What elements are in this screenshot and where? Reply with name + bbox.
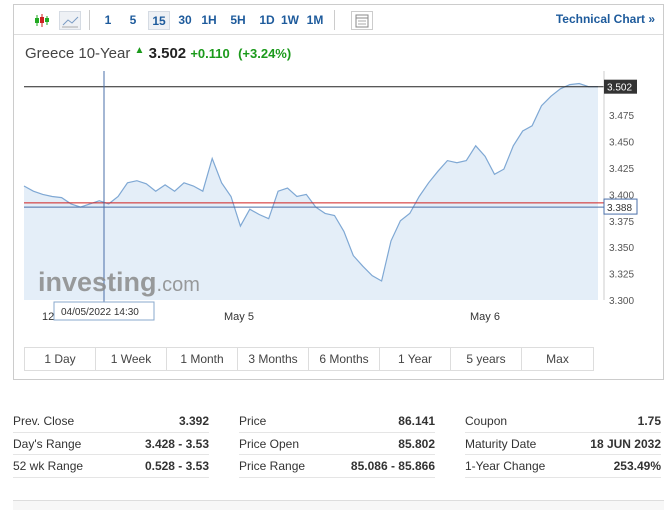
x-tick-label: May 5 [224,311,254,323]
stat-row: 1-Year Change 253.49% [465,455,661,478]
stat-value: 3.428 - 3.53 [144,436,209,451]
crosshair-date-label: 04/05/2022 14:30 [61,307,139,318]
technical-chart-link[interactable]: Technical Chart » [555,12,655,26]
current-price-tag [604,79,637,94]
stat-value: 85.086 - 85.866 [350,459,435,473]
stat-value: 0.528 - 3.53 [144,459,209,473]
stat-value: 1.75 [637,414,661,428]
interval-1M[interactable]: 1M [306,13,324,27]
y-tick-label: 3.325 [609,270,634,281]
x-tick-label: May 6 [470,311,500,323]
crosshair-value-tag [603,198,638,215]
stat-value: 86.141 [398,414,435,428]
line-chart-button[interactable] [59,11,81,30]
range-1-day[interactable]: 1 Day [25,348,96,370]
stat-label: 52 wk Range [13,459,84,473]
stat-value: 3.392 [178,414,209,428]
footer-bar [13,500,664,510]
stat-label: Price Range [239,459,306,473]
table-icon [355,14,369,28]
interval-1D[interactable]: 1D [259,13,275,27]
range-6-months[interactable]: 6 Months [309,348,380,370]
y-tick-label: 3.400 [609,190,634,201]
range-1-month[interactable]: 1 Month [167,348,238,370]
y-tick-label: 3.350 [609,243,634,254]
x-tick-label: 12 [42,311,54,323]
price-chart[interactable]: 3.300 3.325 3.350 3.375 3.400 3.425 3.450 3.475… [14,5,665,335]
y-tick-label: 3.425 [609,164,634,175]
candlestick-icon [35,14,49,27]
interval-1W[interactable]: 1W [281,13,299,27]
last-price: 3.502 [148,45,187,62]
stat-row: Price Open 85.802 [239,433,435,455]
y-tick-label: 3.475 [609,111,634,122]
candlestick-chart-button[interactable] [32,11,52,30]
stat-row: Maturity Date 18 JUN 2032 [465,433,661,455]
range-3-months[interactable]: 3 Months [238,348,309,370]
stat-value: 18 JUN 2032 [590,436,661,451]
stat-row: Price Range 85.086 - 85.866 [239,455,435,478]
price-line [23,82,598,282]
stat-row: Price 86.141 [239,410,435,433]
quote-header: Greece 10-Year ▲ 3.502 +0.110 (+3.24%) [25,45,291,62]
interval-5H[interactable]: 5H [230,13,246,27]
stat-row: Day's Range 3.428 - 3.53 [13,433,209,455]
watermark-logo: investing.com [38,267,200,297]
current-price-label: 3.502 [607,83,632,94]
interval-30[interactable]: 30 [178,13,192,27]
stat-row: Coupon 1.75 [465,410,661,433]
crosshair-value-label: 3.388 [607,203,632,214]
stat-label: 1-Year Change [465,459,546,473]
stats-column: Prev. Close 3.392 Day's Range 3.428 - 3.53 5… [13,410,209,478]
interval-15[interactable]: 15 [148,11,170,30]
instrument-name: Greece 10-Year [25,45,131,62]
price-change: +0.110 [190,46,230,61]
y-tick-label: 3.450 [609,138,634,149]
up-arrow-icon: ▲ [134,45,145,56]
interval-5[interactable]: 5 [129,13,137,27]
interval-1[interactable]: 1 [104,13,112,27]
stats-column: Coupon 1.75 Maturity Date 18 JUN 2032 1-Year… [465,410,661,478]
area-fill [24,83,598,300]
stat-row: 52 wk Range 0.528 - 3.53 [13,455,209,478]
crosshair-date-box [53,301,155,321]
range-1-year[interactable]: 1 Year [380,348,451,370]
chart-toolbar: 1 5 15 30 1H 5H 1D 1W 1M Technical Chart » [14,5,663,35]
range-1-week[interactable]: 1 Week [96,348,167,370]
stats-column: Price 86.141 Price Open 85.802 Price Range 85… [239,410,435,478]
stat-row: Prev. Close 3.392 [13,410,209,433]
stat-value: 85.802 [398,436,435,451]
stat-label: Maturity Date [465,436,537,451]
stat-label: Prev. Close [13,414,75,428]
price-change-percent: (+3.24%) [238,46,292,61]
chart-panel: 1 5 15 30 1H 5H 1D 1W 1M Technical Chart » Greec… [13,4,664,380]
range-5-years[interactable]: 5 years [451,348,522,370]
table-view-button[interactable] [351,11,373,30]
stat-label: Day's Range [13,436,82,451]
interval-1H[interactable]: 1H [201,13,217,27]
stat-label: Price Open [239,436,300,451]
stat-value: 253.49% [613,459,661,473]
line-chart-icon [62,16,79,28]
stat-label: Coupon [465,414,508,428]
y-tick-label: 3.375 [609,217,634,228]
stat-label: Price [239,414,267,428]
range-max[interactable]: Max [546,352,569,366]
range-selector: 1 Day 1 Week 1 Month 3 Months 6 Months 1 Year… [24,347,594,371]
y-tick-label: 3.300 [609,296,634,307]
